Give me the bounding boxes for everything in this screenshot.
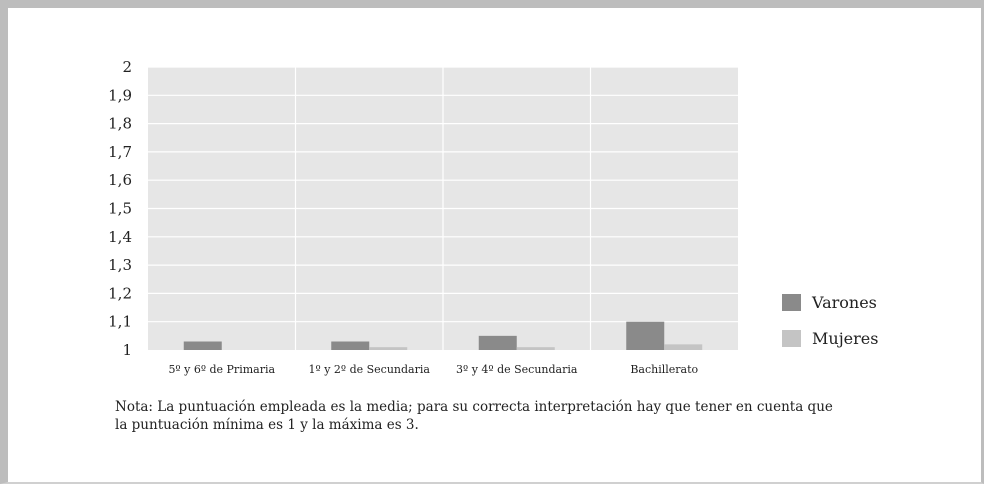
y-tick-label: 1,4 [108, 228, 132, 246]
x-tick-label: Bachillerato [630, 363, 698, 376]
y-tick-label: 1,9 [108, 86, 132, 104]
y-tick-label: 1 [122, 341, 132, 359]
bar-varones [626, 321, 665, 350]
note-line-1: Nota: La puntuación empleada es la media… [115, 399, 833, 415]
legend-swatch-varones [782, 294, 801, 311]
y-tick-label: 1,2 [108, 284, 132, 302]
bar-mujeres [516, 347, 555, 350]
bar-mujeres [664, 344, 703, 350]
y-tick-label: 1,8 [108, 115, 132, 133]
chart-note: Nota: La puntuación empleada es la media… [115, 398, 915, 434]
bar-mujeres [369, 347, 408, 350]
y-tick-label: 1,1 [108, 313, 132, 331]
bar-varones [478, 335, 517, 350]
legend-label-mujeres: Mujeres [812, 329, 878, 348]
bar-varones [331, 341, 370, 350]
y-tick-label: 1,6 [108, 171, 132, 189]
note-line-2: la puntuación mínima es 1 y la máxima es… [115, 417, 419, 433]
y-tick-label: 1,5 [108, 200, 132, 218]
x-tick-label: 3º y 4º de Secundaria [456, 363, 578, 376]
y-tick-label: 1,7 [108, 143, 132, 161]
y-tick-label: 1,3 [108, 256, 132, 274]
legend-label-varones: Varones [811, 293, 877, 312]
legend-swatch-mujeres [782, 330, 801, 347]
x-tick-label: 1º y 2º de Secundaria [309, 363, 431, 376]
y-tick-label: 2 [122, 58, 132, 76]
x-tick-label: 5º y 6º de Primaria [168, 363, 275, 376]
bar-varones [183, 341, 222, 350]
